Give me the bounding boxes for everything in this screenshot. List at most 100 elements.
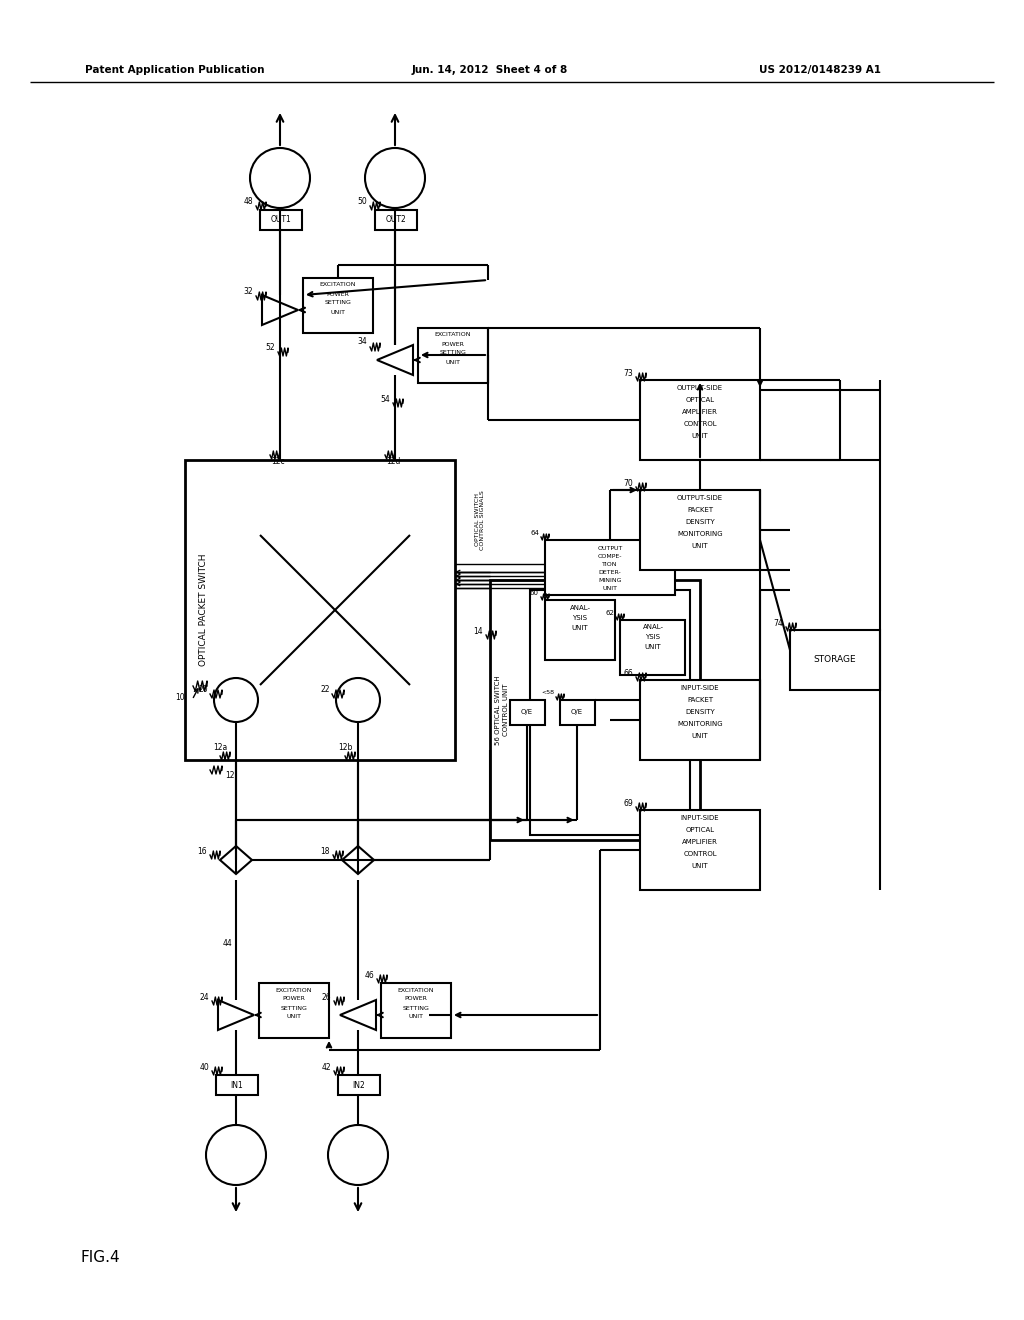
Text: SETTING: SETTING bbox=[281, 1006, 307, 1011]
Bar bbox=[545, 540, 675, 595]
Text: OPTICAL SWITCH
CONTROL SIGNALS: OPTICAL SWITCH CONTROL SIGNALS bbox=[474, 490, 485, 550]
Text: POWER: POWER bbox=[283, 997, 305, 1002]
Polygon shape bbox=[218, 1001, 254, 1030]
Bar bbox=[338, 1074, 380, 1096]
Bar bbox=[790, 630, 880, 690]
Text: OUTPUT-SIDE: OUTPUT-SIDE bbox=[677, 385, 723, 391]
Text: 60: 60 bbox=[530, 590, 539, 597]
Bar bbox=[185, 459, 455, 760]
Circle shape bbox=[206, 1125, 266, 1185]
Text: 40: 40 bbox=[200, 1063, 209, 1072]
Text: INPUT-SIDE: INPUT-SIDE bbox=[681, 685, 719, 690]
Text: STORAGE: STORAGE bbox=[814, 656, 856, 664]
Text: POWER: POWER bbox=[441, 342, 465, 346]
Text: 24: 24 bbox=[200, 993, 209, 1002]
Text: O/E: O/E bbox=[521, 709, 534, 715]
Text: O/E: O/E bbox=[571, 709, 583, 715]
Text: 20: 20 bbox=[199, 685, 208, 694]
Text: EXCITATION: EXCITATION bbox=[319, 282, 356, 288]
Text: UNIT: UNIT bbox=[691, 433, 709, 440]
Text: 70: 70 bbox=[624, 479, 633, 487]
Text: 32: 32 bbox=[244, 288, 253, 297]
Text: PACKET: PACKET bbox=[687, 507, 713, 513]
Text: UNIT: UNIT bbox=[287, 1015, 301, 1019]
Bar bbox=[640, 680, 760, 760]
Text: SETTING: SETTING bbox=[439, 351, 467, 355]
Text: 64: 64 bbox=[530, 531, 539, 536]
Text: 74: 74 bbox=[773, 619, 783, 627]
Text: TION: TION bbox=[602, 561, 617, 566]
Text: 44: 44 bbox=[222, 940, 232, 949]
Text: 62: 62 bbox=[605, 610, 614, 616]
Text: DETER-: DETER- bbox=[599, 569, 622, 574]
Text: 52: 52 bbox=[265, 343, 275, 352]
Text: UNIT: UNIT bbox=[691, 543, 709, 549]
Text: 12d: 12d bbox=[386, 458, 400, 466]
Text: 12: 12 bbox=[225, 771, 234, 780]
Text: COMPE-: COMPE- bbox=[598, 553, 623, 558]
Text: EXCITATION: EXCITATION bbox=[275, 987, 312, 993]
Text: DENSITY: DENSITY bbox=[685, 709, 715, 715]
Text: ANAL-: ANAL- bbox=[642, 624, 664, 630]
Bar bbox=[640, 490, 760, 570]
Text: SETTING: SETTING bbox=[402, 1006, 429, 1011]
Text: 50: 50 bbox=[357, 198, 367, 206]
Text: 12b: 12b bbox=[338, 743, 352, 752]
Bar bbox=[381, 983, 451, 1038]
Text: POWER: POWER bbox=[404, 997, 427, 1002]
Text: AMPLIFIER: AMPLIFIER bbox=[682, 409, 718, 414]
Text: 18: 18 bbox=[321, 846, 330, 855]
Text: OPTICAL PACKET SWITCH: OPTICAL PACKET SWITCH bbox=[199, 554, 208, 667]
Polygon shape bbox=[342, 846, 374, 874]
Bar bbox=[490, 579, 700, 840]
Text: SETTING: SETTING bbox=[325, 301, 351, 305]
Text: OUTPUT-SIDE: OUTPUT-SIDE bbox=[677, 495, 723, 502]
Text: YSIS: YSIS bbox=[645, 634, 660, 640]
Text: 42: 42 bbox=[322, 1063, 331, 1072]
Circle shape bbox=[328, 1125, 388, 1185]
Text: 12a: 12a bbox=[213, 743, 227, 752]
Text: EXCITATION: EXCITATION bbox=[397, 987, 434, 993]
Text: CONTROL: CONTROL bbox=[683, 421, 717, 426]
Text: UNIT: UNIT bbox=[571, 624, 589, 631]
Text: OUT1: OUT1 bbox=[270, 215, 292, 224]
Text: MONITORING: MONITORING bbox=[677, 531, 723, 537]
Circle shape bbox=[214, 678, 258, 722]
Text: INPUT-SIDE: INPUT-SIDE bbox=[681, 814, 719, 821]
Bar bbox=[375, 210, 417, 230]
Text: 12c: 12c bbox=[271, 458, 285, 466]
Text: UNIT: UNIT bbox=[602, 586, 617, 590]
Bar bbox=[216, 1074, 258, 1096]
Text: EXCITATION: EXCITATION bbox=[435, 333, 471, 338]
Polygon shape bbox=[262, 294, 298, 325]
Text: ANAL-: ANAL- bbox=[569, 605, 591, 611]
Polygon shape bbox=[340, 1001, 376, 1030]
Bar bbox=[510, 700, 545, 725]
Text: 26: 26 bbox=[322, 993, 331, 1002]
Text: POWER: POWER bbox=[327, 292, 349, 297]
Text: Jun. 14, 2012  Sheet 4 of 8: Jun. 14, 2012 Sheet 4 of 8 bbox=[412, 65, 568, 75]
Text: OUTPUT: OUTPUT bbox=[597, 545, 623, 550]
Bar bbox=[620, 620, 685, 675]
Bar bbox=[259, 983, 329, 1038]
Circle shape bbox=[250, 148, 310, 209]
Text: 48: 48 bbox=[244, 198, 253, 206]
Text: OPTICAL: OPTICAL bbox=[685, 828, 715, 833]
Polygon shape bbox=[220, 846, 252, 874]
Text: UNIT: UNIT bbox=[645, 644, 662, 649]
Circle shape bbox=[365, 148, 425, 209]
Text: UNIT: UNIT bbox=[331, 309, 345, 314]
Circle shape bbox=[336, 678, 380, 722]
Bar bbox=[640, 810, 760, 890]
Text: AMPLIFIER: AMPLIFIER bbox=[682, 840, 718, 845]
Text: 66: 66 bbox=[624, 668, 633, 677]
Text: OUT2: OUT2 bbox=[386, 215, 407, 224]
Text: CONTROL: CONTROL bbox=[683, 851, 717, 857]
Text: 54: 54 bbox=[380, 395, 390, 404]
Text: 56 OPTICAL SWITCH
CONTROL UNIT: 56 OPTICAL SWITCH CONTROL UNIT bbox=[496, 676, 509, 744]
Text: 69: 69 bbox=[624, 799, 633, 808]
Bar bbox=[303, 279, 373, 333]
Text: FIG.4: FIG.4 bbox=[80, 1250, 120, 1266]
Text: DENSITY: DENSITY bbox=[685, 519, 715, 525]
Bar bbox=[418, 327, 488, 383]
